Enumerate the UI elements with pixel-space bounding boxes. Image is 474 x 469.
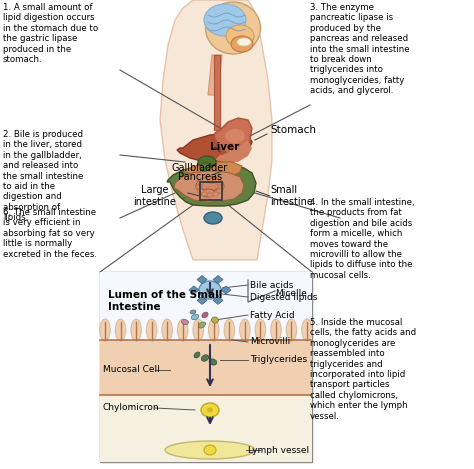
Ellipse shape <box>204 445 216 455</box>
Text: Liver: Liver <box>210 142 239 152</box>
Ellipse shape <box>199 322 206 328</box>
Ellipse shape <box>209 319 219 341</box>
Ellipse shape <box>206 2 261 54</box>
Text: 6. The small intestine
is very efficient in
absorbing fat so very
little is norm: 6. The small intestine is very efficient… <box>3 208 97 258</box>
Ellipse shape <box>211 317 219 323</box>
Ellipse shape <box>231 36 253 52</box>
Bar <box>100 272 312 462</box>
Text: Micelle: Micelle <box>275 288 307 297</box>
Ellipse shape <box>100 319 110 341</box>
Polygon shape <box>167 165 256 206</box>
Text: 1. A small amount of
lipid digestion occurs
in the stomach due to
the gastric li: 1. A small amount of lipid digestion occ… <box>3 3 98 64</box>
Text: Pancreas: Pancreas <box>178 172 222 182</box>
Ellipse shape <box>201 355 209 361</box>
Text: 3. The enzyme
pancreatic lipase is
produced by the
pancreas and released
into th: 3. The enzyme pancreatic lipase is produ… <box>310 3 410 95</box>
Bar <box>100 340 312 395</box>
Ellipse shape <box>212 192 219 196</box>
Text: Fatty Acid: Fatty Acid <box>250 310 295 319</box>
Ellipse shape <box>201 403 219 417</box>
Text: Large
intestine: Large intestine <box>134 185 176 207</box>
Ellipse shape <box>239 319 250 341</box>
Polygon shape <box>213 296 223 304</box>
Ellipse shape <box>165 441 255 459</box>
Polygon shape <box>177 133 252 162</box>
Ellipse shape <box>201 189 215 197</box>
Ellipse shape <box>225 129 245 143</box>
Text: Digested lipids: Digested lipids <box>250 293 318 302</box>
Ellipse shape <box>218 185 224 189</box>
Ellipse shape <box>212 178 219 182</box>
Ellipse shape <box>207 177 217 183</box>
Ellipse shape <box>196 185 202 189</box>
Ellipse shape <box>182 319 189 325</box>
Text: Chylomicron: Chylomicron <box>103 403 160 413</box>
Ellipse shape <box>204 4 246 36</box>
Ellipse shape <box>191 314 199 320</box>
Text: Small
intestine: Small intestine <box>270 185 313 207</box>
Polygon shape <box>197 296 207 304</box>
Polygon shape <box>208 55 222 95</box>
Ellipse shape <box>162 319 173 341</box>
Ellipse shape <box>190 310 196 314</box>
Ellipse shape <box>209 359 217 365</box>
Polygon shape <box>214 55 220 130</box>
Ellipse shape <box>255 319 266 341</box>
Text: 4. In the small intestine,
the products from fat
digestion and bile acids
form a: 4. In the small intestine, the products … <box>310 198 415 280</box>
Text: Gallbladder: Gallbladder <box>172 163 228 173</box>
Ellipse shape <box>207 193 213 197</box>
Ellipse shape <box>193 319 203 341</box>
Ellipse shape <box>237 38 251 46</box>
Ellipse shape <box>194 352 200 358</box>
Ellipse shape <box>131 319 141 341</box>
Ellipse shape <box>199 281 221 299</box>
Ellipse shape <box>115 319 126 341</box>
Text: Microvilli: Microvilli <box>250 338 290 347</box>
Polygon shape <box>160 0 272 260</box>
Ellipse shape <box>202 312 208 318</box>
Text: Stomach: Stomach <box>270 125 316 135</box>
Text: Bile acids: Bile acids <box>250 280 293 289</box>
Polygon shape <box>174 171 244 202</box>
Polygon shape <box>221 286 231 294</box>
Ellipse shape <box>201 181 219 191</box>
Polygon shape <box>189 286 199 294</box>
Polygon shape <box>197 276 207 284</box>
Polygon shape <box>213 276 223 284</box>
Polygon shape <box>182 162 242 178</box>
Bar <box>100 272 312 340</box>
Text: Mucosal Cell: Mucosal Cell <box>103 365 160 375</box>
Ellipse shape <box>207 408 213 413</box>
Ellipse shape <box>196 177 224 195</box>
Text: Lymph vessel: Lymph vessel <box>248 446 309 454</box>
Ellipse shape <box>146 319 157 341</box>
Ellipse shape <box>201 192 208 196</box>
Polygon shape <box>214 118 252 155</box>
Ellipse shape <box>207 177 213 181</box>
Ellipse shape <box>177 319 188 341</box>
Ellipse shape <box>198 156 216 168</box>
Bar <box>100 395 312 462</box>
Ellipse shape <box>198 181 203 185</box>
Ellipse shape <box>217 189 222 193</box>
Bar <box>200 182 222 200</box>
Ellipse shape <box>286 319 297 341</box>
Text: Triglycerides: Triglycerides <box>250 356 307 364</box>
Text: 5. Inside the mucosal
cells, the fatty acids and
monoglycerides are
reassembled : 5. Inside the mucosal cells, the fatty a… <box>310 318 416 421</box>
Ellipse shape <box>226 25 254 47</box>
Text: Lumen of the Small
Intestine: Lumen of the Small Intestine <box>108 290 222 311</box>
Ellipse shape <box>201 178 208 182</box>
Ellipse shape <box>204 212 222 224</box>
Ellipse shape <box>301 319 312 341</box>
Ellipse shape <box>198 189 203 193</box>
Ellipse shape <box>217 181 222 185</box>
Ellipse shape <box>200 163 210 171</box>
Ellipse shape <box>271 319 281 341</box>
Text: 2. Bile is produced
in the liver, stored
in the gallbladder,
and released into
t: 2. Bile is produced in the liver, stored… <box>3 130 83 222</box>
Polygon shape <box>215 140 252 162</box>
Ellipse shape <box>224 319 235 341</box>
